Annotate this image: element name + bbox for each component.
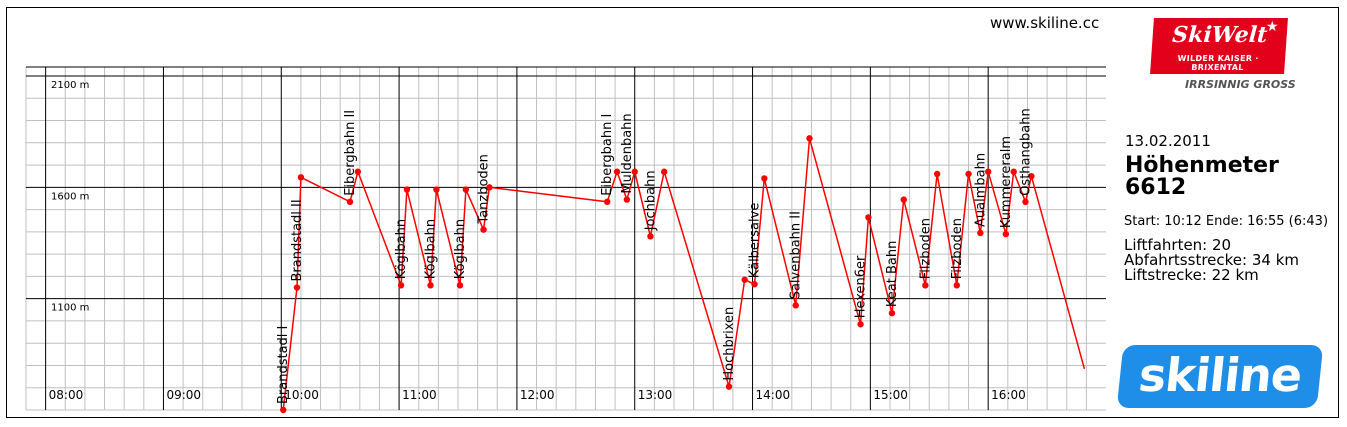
lift-label: Muldenbahn (620, 113, 635, 193)
grid-minor (25, 67, 1106, 411)
lift-label: Filzboden (950, 218, 965, 279)
altitude-point (751, 280, 758, 288)
altitude-point (354, 168, 362, 175)
altitude-point (403, 186, 411, 193)
stat-liftstrecke: Liftstrecke: 22 km (1124, 266, 1259, 284)
lift-label: Kälbersalve (748, 203, 763, 279)
chart-frame (6, 7, 1339, 418)
skiline-logo: skiline (1116, 345, 1324, 408)
lift-label: Köglbahn (453, 219, 468, 279)
star-icon: ★ (1266, 19, 1279, 35)
altitude-point (922, 282, 929, 289)
lift-label: Filzboden (918, 218, 933, 279)
altitude-point (456, 282, 464, 289)
x-tick-label: 09:00 (166, 388, 201, 402)
skiwelt-slogan: IRRSINNIG GROSS (1185, 78, 1296, 91)
altitude-point (604, 198, 611, 206)
y-axis-labels: 2100 m 1600 m 1100 m (51, 80, 89, 314)
altitude-point (806, 135, 813, 142)
altitude-point (933, 170, 941, 178)
y-tick-label: 2100 m (51, 80, 89, 91)
altitude-point (480, 226, 487, 233)
lift-label: Salvenbahn II (789, 211, 804, 299)
website-url[interactable]: www.skiline.cc (990, 14, 1100, 32)
lift-label: Osthangbahn (1019, 108, 1034, 196)
lift-label: Köglbahn (424, 219, 439, 279)
hoehenmeter-title: Höhenmeter (1125, 153, 1279, 178)
altitude-point (792, 302, 799, 309)
altitude-point (865, 214, 872, 221)
grid-major (26, 66, 1106, 410)
skiwelt-logo-subtitle: WILDER KAISER · BRIXENTAL (1177, 54, 1259, 72)
altitude-point (984, 168, 992, 175)
altitude-point (888, 309, 896, 317)
lift-label: Köglbahn (394, 219, 409, 279)
altitude-point (1002, 230, 1010, 238)
x-tick-label: 08:00 (49, 388, 84, 402)
altitude-point (346, 198, 354, 206)
altitude-point (1022, 198, 1029, 206)
altitude-series (280, 135, 1086, 414)
x-axis-labels: 08:00 09:00 10:00 11:00 12:00 13:00 14:00 15:00… (49, 388, 1026, 402)
altitude-point (433, 186, 440, 193)
altitude-point (1010, 168, 1017, 175)
altitude-point (293, 284, 301, 291)
altitude-point (965, 170, 972, 178)
altitude-point (462, 186, 470, 193)
altitude-point (486, 184, 493, 191)
lift-label: Brandstadl II (290, 199, 305, 281)
skiline-logo-text: skiline (1136, 348, 1305, 402)
lift-label: Keat Bahn (885, 241, 900, 307)
altitude-line (282, 138, 1086, 410)
altitude-point (857, 321, 864, 328)
lift-label: Eibergbahn II (343, 110, 358, 196)
y-tick-label: 1100 m (51, 303, 89, 314)
altitude-point (977, 229, 984, 237)
session-date: 13.02.2011 (1125, 132, 1211, 150)
altitude-point (647, 233, 654, 240)
lift-label: Brandstadl I (276, 326, 291, 404)
altitude-point (1028, 173, 1035, 180)
lift-label: Kummereralm (999, 136, 1014, 228)
altitude-point (761, 175, 768, 182)
lift-label: Jochbahn (643, 170, 658, 231)
x-tick-label: 12:00 (520, 388, 555, 402)
x-tick-label: 16:00 (991, 388, 1026, 402)
altitude-point (280, 406, 287, 414)
stat-abfahrtsstrecke: Abfahrtsstrecke: 34 km (1124, 251, 1299, 269)
x-tick-label: 15:00 (873, 388, 908, 402)
stat-liftfahrten: Liftfahrten: 20 (1124, 236, 1232, 254)
lift-annotations: Brandstadl I Brandstadl II Eibergbahn II Kö… (276, 108, 1033, 404)
altitude-point (623, 196, 631, 203)
lift-label: Tanzboden (477, 154, 492, 225)
lift-label: Eibergbahn I (600, 114, 615, 196)
altitude-point (631, 168, 638, 175)
altitude-point (613, 168, 621, 175)
altitude-point (725, 383, 733, 390)
x-tick-label: 14:00 (756, 388, 791, 402)
altitude-point (953, 282, 960, 289)
end-time: Ende: 16:55 (6:43) (1205, 214, 1329, 229)
y-tick-label: 1600 m (51, 191, 89, 202)
lift-label: Hochbrixen (722, 307, 737, 381)
altitude-point (397, 282, 405, 289)
lift-label: Hexen6er (854, 255, 869, 318)
altitude-point (297, 174, 305, 181)
altitude-point (427, 282, 434, 289)
x-tick-label: 10:00 (284, 388, 319, 402)
altitude-point (741, 276, 748, 283)
x-tick-label: 11:00 (402, 388, 437, 402)
hoehenmeter-value: 6612 (1125, 175, 1187, 200)
altitude-point (900, 196, 907, 203)
lift-label: Aualmbahn (973, 153, 988, 227)
altitude-point (660, 168, 668, 175)
start-end-times: Start: 10:12 Ende: 16:55 (6:43) (1124, 214, 1328, 229)
ski-stats: Liftfahrten: 20 Abfahrtsstrecke: 34 km L… (1124, 238, 1299, 283)
start-time: Start: 10:12 (1124, 214, 1202, 229)
x-tick-label: 13:00 (638, 388, 673, 402)
